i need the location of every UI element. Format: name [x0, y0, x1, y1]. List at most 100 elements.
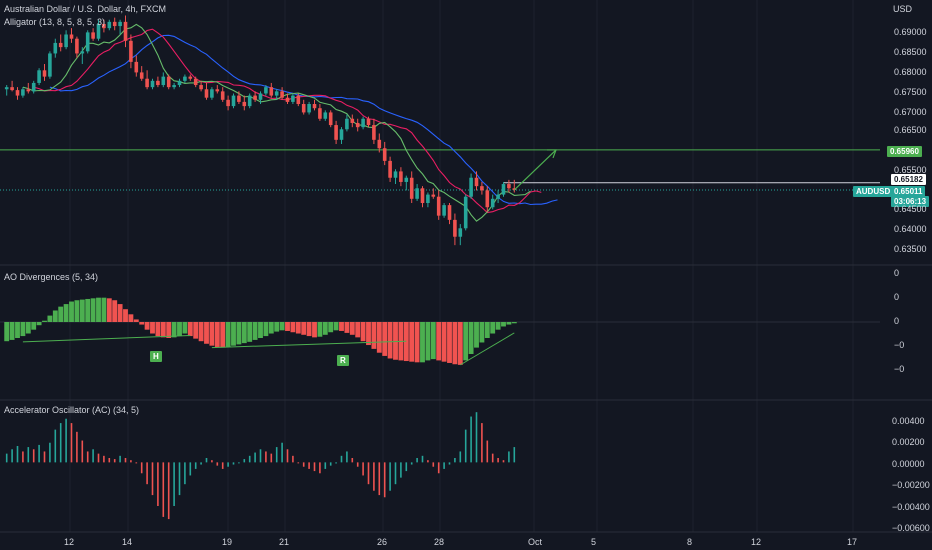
candle-body: [350, 118, 355, 123]
candle-body: [496, 194, 500, 199]
ac-bar: [184, 462, 186, 485]
ac-bar: [135, 462, 138, 464]
ac-bar: [194, 462, 197, 469]
alligator-jaw-line: [49, 34, 558, 206]
ao-bar: [25, 322, 31, 334]
ao-bar: [355, 322, 361, 338]
ac-bar: [427, 460, 429, 463]
ac-bar: [454, 458, 456, 463]
candle-body: [75, 38, 79, 54]
symbol-title[interactable]: Australian Dollar / U.S. Dollar, 4h, FXC…: [4, 4, 167, 14]
price-tick-label: 0.66500: [894, 125, 927, 135]
ao-bar: [58, 306, 64, 322]
candle-body: [296, 95, 301, 105]
candle-body: [490, 198, 495, 208]
ac-bar: [86, 451, 89, 463]
candle-body: [226, 99, 230, 107]
candle-body: [80, 51, 85, 54]
candle-body: [85, 32, 90, 52]
candle-body: [323, 112, 328, 119]
candle-body: [318, 108, 322, 119]
ac-bar: [238, 462, 240, 464]
candle-body: [355, 122, 360, 128]
ao-bar: [247, 322, 253, 342]
ao-bar: [9, 322, 15, 340]
ao-bar: [69, 301, 74, 322]
ac-bar: [248, 455, 251, 463]
price-tick-label: 0.67500: [894, 87, 927, 97]
ac-bar: [421, 455, 424, 463]
ao-bar: [430, 322, 436, 360]
candle-body: [10, 87, 14, 91]
time-tick-label: 12: [64, 537, 75, 547]
time-tick-label: 14: [122, 537, 133, 547]
ao-bar: [193, 322, 199, 339]
ao-tick-label: 0: [894, 268, 900, 278]
candle-body: [480, 186, 484, 191]
ac-bar: [140, 462, 143, 474]
candle-body: [166, 76, 171, 88]
ac-bar: [108, 458, 111, 463]
ac-bar: [324, 462, 327, 469]
ao-bar: [468, 322, 474, 354]
ao-bar: [52, 310, 58, 322]
ao-bar: [393, 322, 398, 360]
ao-bar: [144, 322, 150, 330]
candle-body: [366, 118, 371, 126]
ao-bar: [85, 298, 91, 322]
ao-bar: [90, 298, 96, 322]
ao-tick-label: −0: [894, 364, 905, 374]
ao-bar: [484, 322, 490, 338]
ao-bar: [441, 322, 447, 362]
candle-body: [21, 89, 25, 96]
target-price-tag: 0.65960: [887, 146, 922, 157]
ac-bar: [416, 458, 418, 463]
ac-bar: [308, 462, 310, 469]
ao-title[interactable]: AO Divergences (5, 34): [4, 272, 99, 282]
ac-bar: [486, 440, 489, 463]
ao-bar: [387, 322, 393, 359]
ac-bar: [313, 462, 316, 472]
ac-bar: [211, 460, 213, 463]
ac-bar: [178, 462, 181, 496]
candle-body: [393, 171, 398, 178]
candle-body: [361, 118, 365, 128]
candle-body: [507, 184, 511, 189]
time-tick-label: 8: [687, 537, 693, 547]
ac-bar: [173, 462, 175, 506]
ac-tick-label: 0.00200: [892, 437, 925, 447]
candle-body: [172, 85, 176, 88]
projection-arrow: [513, 149, 557, 191]
price-tick-label: 0.68000: [894, 67, 927, 77]
ao-bar: [117, 304, 123, 322]
ac-bar: [286, 449, 289, 463]
symbol-price-tag: AUDUSD: [853, 186, 894, 197]
ac-bar: [481, 423, 483, 463]
ao-bar: [4, 322, 10, 342]
candle-body: [48, 53, 52, 77]
ao-bar: [258, 322, 263, 338]
ao-bar: [182, 322, 188, 334]
ac-bar: [151, 462, 154, 496]
candle-body: [409, 177, 414, 199]
ao-bar: [220, 322, 226, 348]
candle-body: [123, 21, 128, 41]
ao-bar: [101, 297, 107, 322]
ao-bar: [452, 322, 458, 365]
ao-bar: [79, 299, 85, 322]
ao-bar: [306, 322, 312, 337]
ac-bar: [319, 462, 321, 474]
alligator-title[interactable]: Alligator (13, 8, 5, 8, 5, 3): [4, 17, 106, 27]
ao-bar: [123, 309, 128, 322]
ac-bar: [400, 462, 402, 478]
candle-body: [231, 95, 236, 107]
ac-bar: [470, 416, 472, 463]
ao-bar: [333, 322, 339, 331]
ao-bar: [160, 322, 166, 338]
ac-title[interactable]: Accelerator Oscillator (AC) (34, 5): [4, 405, 140, 415]
countdown-tag: 03:06:13: [891, 196, 930, 207]
ac-bar: [27, 447, 30, 463]
ac-bar: [227, 462, 229, 467]
ac-bar: [221, 462, 224, 469]
